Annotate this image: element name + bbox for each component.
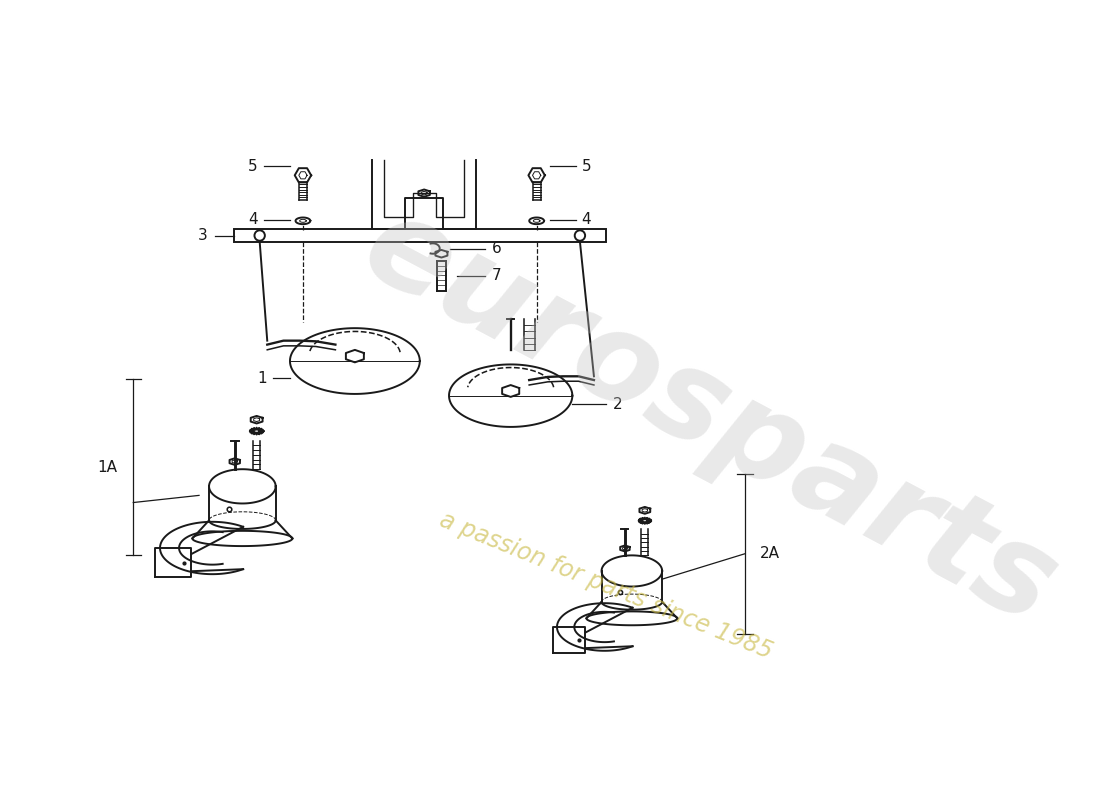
Text: eurosparts: eurosparts	[343, 184, 1076, 650]
Text: 1: 1	[257, 371, 266, 386]
Text: 5: 5	[249, 159, 257, 174]
Bar	[233, 230, 606, 242]
Text: 2: 2	[613, 397, 623, 412]
Text: a passion for parts since 1985: a passion for parts since 1985	[436, 508, 776, 664]
Text: 2A: 2A	[760, 546, 780, 561]
Text: 5: 5	[582, 159, 592, 174]
Text: 1A: 1A	[97, 460, 117, 474]
Text: 6: 6	[492, 241, 502, 256]
Text: 4: 4	[249, 213, 257, 227]
Text: 4: 4	[582, 213, 592, 227]
Text: 7: 7	[492, 268, 502, 283]
Text: 3: 3	[198, 228, 208, 243]
